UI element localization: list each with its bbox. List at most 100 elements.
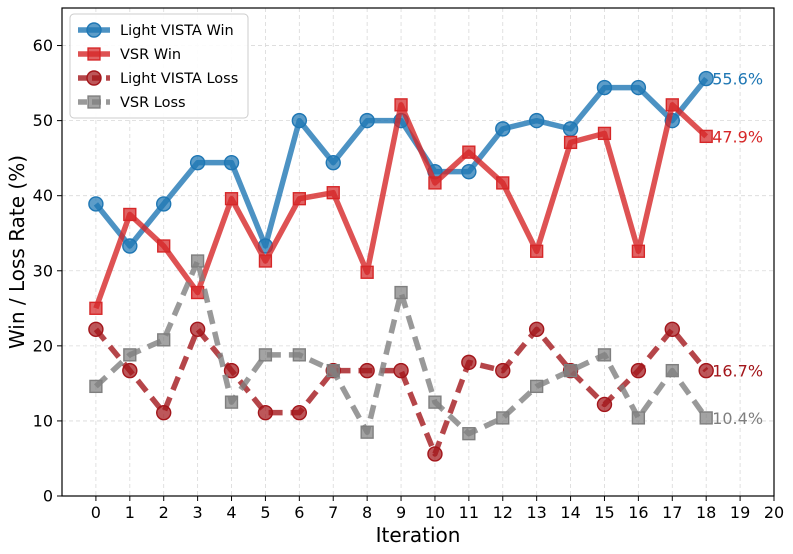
vsr-loss-point	[530, 379, 544, 394]
light-vista-loss-point	[88, 321, 104, 338]
legend-box	[69, 13, 249, 119]
x-tick-label: 0	[91, 503, 101, 522]
vsr-loss-point	[326, 363, 340, 378]
x-tick-label: 10	[425, 503, 445, 522]
light-vista-win-point	[291, 112, 308, 129]
x-tick-label: 14	[560, 503, 580, 522]
light-vista-loss-point	[630, 362, 647, 379]
light-vista-loss-point	[223, 362, 240, 379]
light-vista-win-point	[495, 121, 511, 137]
y-axis-title: Win / Loss Rate (%)	[5, 155, 29, 349]
light-vista-loss-point	[122, 362, 138, 379]
light-vista-win-point	[122, 238, 138, 254]
x-tick-label: 13	[526, 503, 546, 522]
vsr-win-point	[360, 265, 374, 279]
vsr-loss-point	[292, 348, 306, 362]
legend-label: Light VISTA Loss	[120, 71, 238, 87]
light-vista-loss-point	[664, 321, 680, 338]
light-vista-win-point	[461, 163, 477, 180]
y-tick-label: 50	[33, 111, 53, 130]
x-tick-label: 2	[159, 503, 169, 522]
vsr-win-series	[89, 98, 713, 315]
x-tick-label: 8	[362, 503, 372, 522]
vsr-win-point	[123, 207, 137, 222]
vsr-loss-series	[89, 254, 713, 441]
light-vista-win-end-label: 55.6%	[712, 70, 763, 89]
x-tick-label: 19	[730, 503, 750, 522]
light-vista-win-point	[359, 112, 375, 129]
light-vista-win-point	[596, 79, 613, 96]
vsr-win-point	[89, 301, 103, 315]
x-tick-label: 1	[125, 503, 135, 522]
light-vista-loss-point	[257, 404, 274, 421]
legend-label: VSR Loss	[120, 95, 186, 111]
x-tick-label: 3	[193, 503, 203, 522]
y-tick-label: 30	[33, 261, 53, 280]
legend-label: VSR Win	[120, 47, 181, 63]
light-vista-loss-point	[596, 396, 613, 413]
vsr-win-point	[157, 239, 171, 253]
light-vista-loss-point	[461, 354, 477, 371]
light-vista-win-point	[698, 70, 714, 87]
light-vista-loss-point	[698, 362, 714, 379]
vsr-win-point	[394, 98, 408, 112]
vsr-win-point	[326, 186, 340, 200]
vsr-win-point	[530, 244, 544, 258]
y-tick-label: 20	[33, 336, 53, 355]
x-tick-label: 18	[696, 503, 716, 522]
legend-swatch-marker	[86, 70, 102, 86]
x-tick-label: 17	[662, 503, 682, 522]
light-vista-loss-series	[88, 321, 714, 462]
x-tick-label: 16	[628, 503, 648, 522]
vsr-win-point	[462, 145, 476, 159]
light-vista-win-point	[528, 112, 545, 129]
light-vista-loss-point	[189, 321, 206, 338]
x-tick-label: 5	[260, 503, 270, 522]
legend: Light VISTA Win VSR Win Light VISTA Loss VS…	[69, 13, 249, 119]
vsr-loss-point	[631, 411, 646, 425]
light-vista-loss-point	[291, 404, 308, 421]
y-tick-label: 0	[43, 487, 53, 506]
vsr-loss-point	[665, 363, 679, 378]
plot-frame	[61, 7, 775, 497]
vsr-win-point	[563, 135, 578, 150]
x-tick-label: 9	[396, 503, 406, 522]
legend-item-light-vista-loss: Light VISTA Loss	[78, 70, 238, 87]
legend-item-vsr-loss: VSR Loss	[78, 95, 186, 111]
light-vista-win-point	[562, 121, 579, 137]
vsr-win-point	[496, 176, 510, 190]
y-tick-label: 40	[33, 186, 53, 205]
light-vista-win-point	[223, 154, 240, 171]
vsr-win-point	[597, 126, 612, 141]
series-layer	[88, 70, 714, 462]
vsr-loss-point	[89, 379, 103, 394]
vsr-loss-point	[563, 363, 578, 378]
vsr-loss-point	[699, 411, 713, 425]
vsr-loss-point	[157, 333, 171, 347]
light-vista-loss-point	[427, 446, 443, 462]
vsr-loss-point	[360, 425, 374, 439]
light-vista-loss-point	[393, 362, 409, 379]
vsr-loss-point	[258, 348, 273, 362]
x-tick-label: 15	[594, 503, 614, 522]
x-tick-label: 20	[764, 503, 784, 522]
light-vista-loss-point	[495, 362, 511, 379]
light-vista-win-point	[88, 196, 104, 212]
vsr-loss-point	[123, 348, 137, 362]
legend-label: Light VISTA Win	[120, 23, 234, 39]
light-vista-loss-point	[359, 362, 375, 379]
vsr-loss-point	[394, 285, 408, 300]
vsr-loss-point	[597, 348, 612, 362]
end-labels: 55.6% 47.9% 16.7% 10.4%	[712, 70, 763, 428]
x-tick-label: 7	[328, 503, 338, 522]
light-vista-win-point	[189, 154, 206, 171]
legend-swatch-marker	[87, 95, 101, 109]
x-tick-label: 4	[226, 503, 236, 522]
vsr-loss-point	[224, 395, 239, 409]
legend-swatch-marker	[87, 47, 101, 61]
y-tick-label: 10	[33, 411, 53, 430]
vsr-win-point	[190, 285, 205, 300]
vsr-win-point	[631, 244, 646, 258]
legend-item-light-vista-win: Light VISTA Win	[78, 22, 234, 39]
